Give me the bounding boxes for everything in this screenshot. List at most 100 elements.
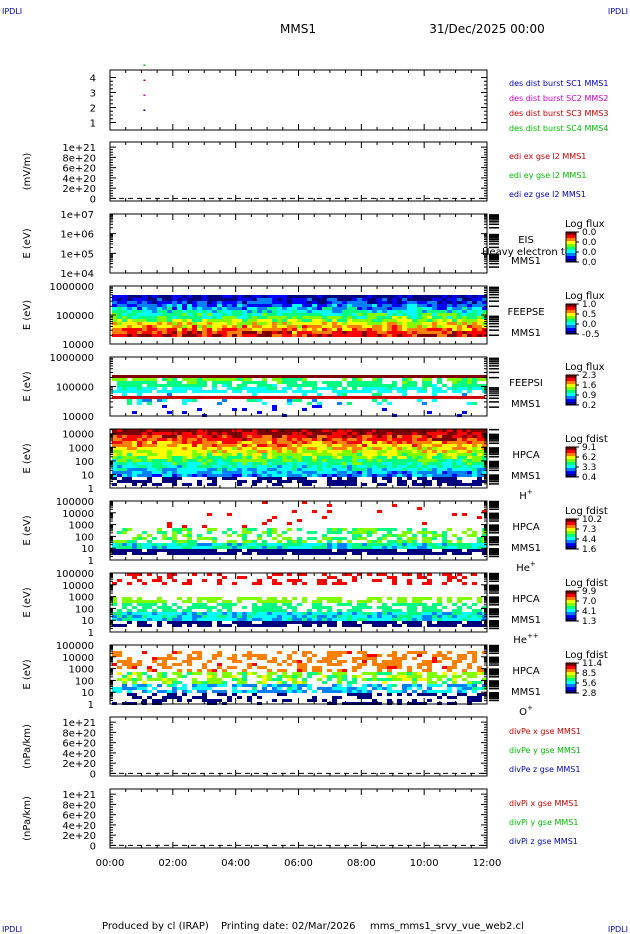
spectrogram-cell	[257, 411, 262, 414]
spectrogram-cell	[382, 546, 387, 549]
spectrogram-cell	[157, 328, 162, 331]
spectrogram-cell	[292, 465, 297, 468]
spectrogram-cell	[242, 450, 247, 453]
spectrogram-cell	[247, 319, 252, 322]
spectrogram-cell	[377, 310, 382, 313]
spectrogram-cell	[162, 399, 167, 402]
spectrogram-cell	[122, 295, 127, 298]
spectrogram-cell	[277, 471, 282, 474]
spectrogram-cell	[112, 378, 117, 381]
spectrogram-cell	[437, 301, 442, 304]
spectrogram-cell	[177, 474, 182, 477]
spectrogram-cell	[227, 432, 232, 435]
spectrogram-cell	[432, 477, 437, 480]
spectrogram-cell	[232, 546, 237, 549]
spectrogram-cell	[367, 334, 372, 337]
spectrogram-cell	[372, 328, 377, 331]
spectrogram-cell	[437, 480, 442, 483]
spectrogram-cell	[337, 462, 342, 465]
spectrogram-cell	[227, 307, 232, 310]
spectrogram-cell	[337, 393, 342, 396]
spectrogram-cell	[382, 301, 387, 304]
spectrogram-cell	[372, 325, 377, 328]
spectrogram-cell	[392, 504, 397, 507]
spectrogram-cell	[342, 453, 347, 456]
spectrogram-cell	[402, 438, 407, 441]
spectrogram-cell	[182, 525, 187, 528]
spectrogram-cell	[312, 298, 317, 301]
spectrogram-cell	[257, 435, 262, 438]
spectrogram-cell	[422, 316, 427, 319]
spectrogram-cell	[252, 447, 257, 450]
spectrogram-cell	[462, 325, 467, 328]
spectrogram-cell	[257, 313, 262, 316]
spectrogram-cell	[207, 597, 212, 600]
spectrogram-cell	[402, 331, 407, 334]
spectrogram-cell	[272, 331, 277, 334]
spectrogram-cell	[377, 381, 382, 384]
spectrogram-cell	[462, 465, 467, 468]
colorbar-segment	[566, 237, 576, 239]
spectrogram-cell	[147, 331, 152, 334]
spectrogram-cell	[397, 477, 402, 480]
spectrogram-cell	[457, 453, 462, 456]
spectrogram-cell	[192, 465, 197, 468]
spectrogram-cell	[172, 307, 177, 310]
spectrogram-cell	[297, 468, 302, 471]
spectrogram-cell	[152, 450, 157, 453]
spectrogram-cell	[302, 408, 307, 411]
spectrogram-cell	[202, 331, 207, 334]
spectrogram-cell	[447, 322, 452, 325]
spectrogram-cell	[262, 615, 267, 618]
spectrogram-cell	[382, 459, 387, 462]
spectrogram-cell	[387, 618, 392, 621]
spectrogram-cell	[352, 319, 357, 322]
spectrogram-cell	[157, 618, 162, 621]
spectrogram-cell	[222, 301, 227, 304]
spectrogram-cell	[162, 432, 167, 435]
spectrogram-cell	[147, 298, 152, 301]
y-tick-label: 100000	[56, 311, 94, 322]
spectrogram-cell	[282, 310, 287, 313]
spectrogram-cell	[407, 375, 412, 378]
spectrogram-cell	[482, 534, 487, 537]
spectrogram-cell	[127, 316, 132, 319]
spectrogram-cell	[267, 334, 272, 337]
spectrogram-cell	[167, 307, 172, 310]
spectrogram-cell	[117, 301, 122, 304]
spectrogram-cell	[317, 546, 322, 549]
spectrogram-cell	[127, 319, 132, 322]
spectrogram-cell	[317, 304, 322, 307]
spectrogram-cell	[292, 378, 297, 381]
spectrogram-cell	[402, 298, 407, 301]
spectrogram-cell	[142, 612, 147, 615]
spectrogram-cell	[432, 393, 437, 396]
spectrogram-cell	[397, 301, 402, 304]
spectrogram-cell	[392, 334, 397, 337]
spectrogram-cell	[167, 331, 172, 334]
spectrogram-cell	[312, 459, 317, 462]
spectrogram-cell	[147, 450, 152, 453]
spectrogram-cell	[462, 307, 467, 310]
spectrogram-cell	[387, 444, 392, 447]
spectrogram-cell	[417, 543, 422, 546]
spectrogram-cell	[432, 429, 437, 432]
spectrogram-cell	[117, 540, 122, 543]
spectrogram-cell	[382, 307, 387, 310]
spectrogram-cell	[432, 399, 437, 402]
spectrogram-cell	[137, 444, 142, 447]
spectrogram-cell	[332, 543, 337, 546]
spectrogram-cell	[452, 381, 457, 384]
spectrogram-cell	[322, 381, 327, 384]
spectrogram-cell	[182, 612, 187, 615]
spectrogram-cell	[207, 435, 212, 438]
spectrogram-cell	[467, 462, 472, 465]
spectrogram-cell	[427, 375, 432, 378]
spectrogram-cell	[137, 298, 142, 301]
spectrogram-cell	[337, 477, 342, 480]
spectrogram-cell	[277, 316, 282, 319]
spectrogram-cell	[392, 456, 397, 459]
spectrogram-cell	[407, 331, 412, 334]
spectrogram-cell	[187, 528, 192, 531]
spectrogram-cell	[322, 387, 327, 390]
